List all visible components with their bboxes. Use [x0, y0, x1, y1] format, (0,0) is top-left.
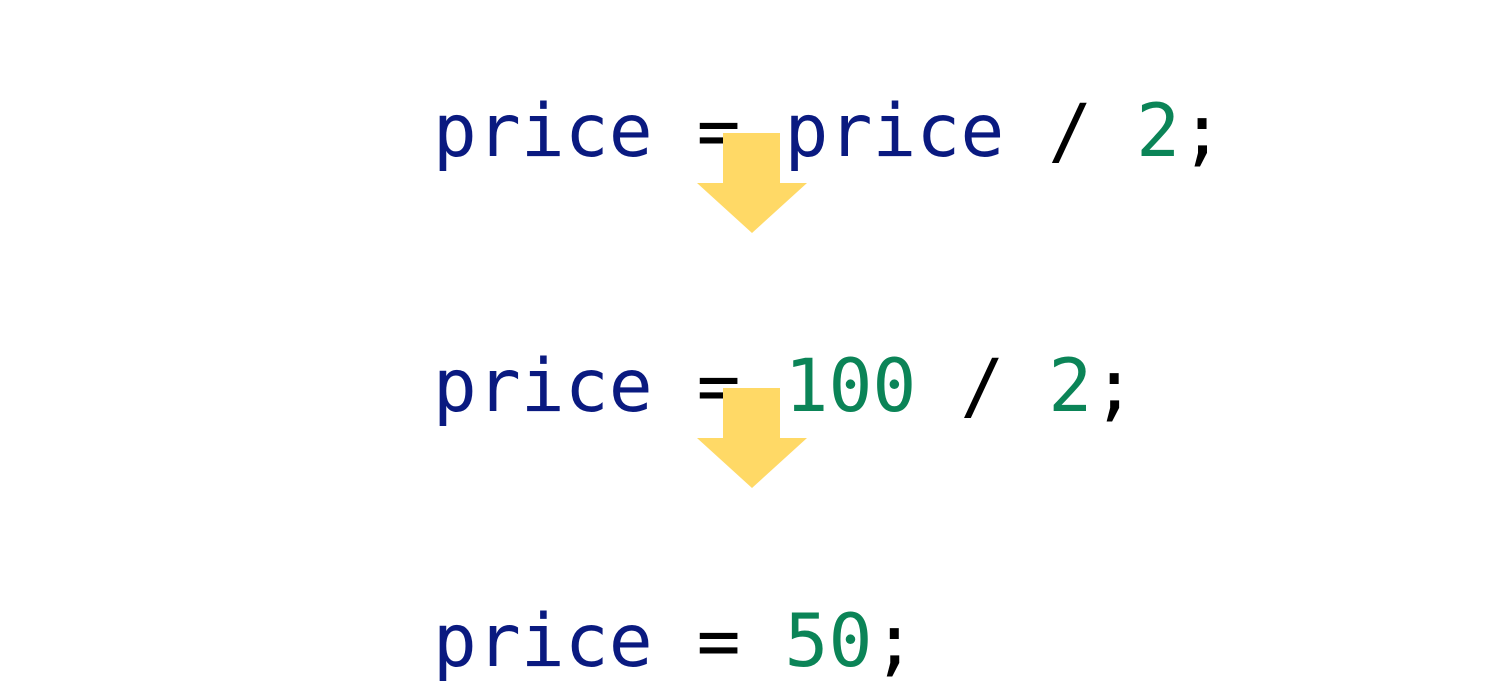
semicolon-token: ;: [1180, 89, 1225, 174]
number-token: 2: [1048, 344, 1093, 429]
semicolon-token: ;: [872, 599, 917, 684]
number-token: 50: [784, 599, 873, 684]
operator-token: =: [652, 599, 785, 684]
identifier-token: price: [432, 89, 653, 174]
identifier-token: price: [784, 89, 1005, 174]
identifier-token: price: [432, 599, 653, 684]
semicolon-token: ;: [1092, 344, 1137, 429]
operator-token: /: [1004, 89, 1137, 174]
arrow-down-icon: [697, 388, 807, 488]
identifier-token: price: [432, 344, 653, 429]
code-line-2: price = 100 / 2;: [345, 277, 1136, 423]
operator-token: /: [916, 344, 1049, 429]
number-token: 2: [1136, 89, 1181, 174]
number-token: 100: [784, 344, 917, 429]
code-line-3: price = 50;: [345, 532, 916, 678]
arrow-down-icon: [697, 133, 807, 233]
code-line-1: price = price / 2;: [345, 22, 1224, 168]
